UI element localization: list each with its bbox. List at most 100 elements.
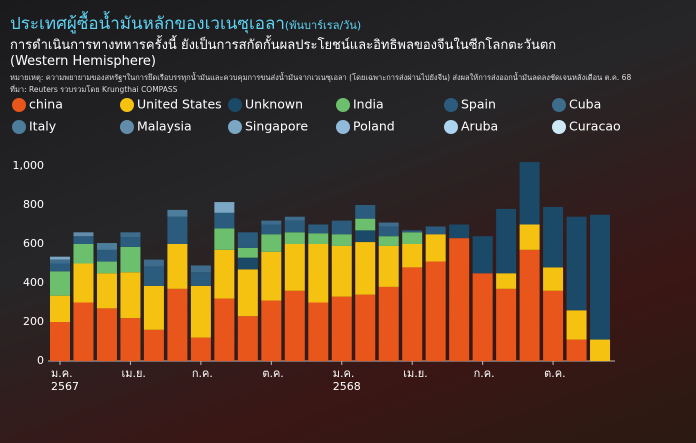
legend-swatch	[12, 120, 26, 134]
bar-segment	[402, 267, 423, 361]
x-tick-label: เม.ย.	[121, 367, 146, 380]
bar-segment	[378, 236, 399, 246]
bar-segment	[214, 212, 235, 229]
x-tick-label: ต.ค.	[262, 367, 284, 380]
bar-segment	[214, 298, 235, 361]
y-tick-label: 800	[23, 198, 44, 211]
bar-segment	[378, 286, 399, 361]
x-tick-label: ม.ค. 2567	[51, 367, 79, 393]
bar-segment	[214, 202, 235, 213]
bar-segment	[50, 263, 70, 272]
bar-segment	[261, 300, 282, 361]
bar-segment	[50, 256, 70, 260]
chart-title: ประเทศผู้ซื้อน้ำมันหลักของเวเนซุเอลา	[10, 14, 285, 34]
x-tick-label: ก.ค.	[473, 367, 495, 380]
bar-segment	[496, 273, 517, 289]
bar-segment	[237, 257, 258, 270]
bar-segment	[96, 273, 117, 309]
bar-segment	[143, 329, 164, 361]
legend-swatch	[552, 120, 566, 134]
bar-segment	[261, 234, 282, 252]
y-tick-label: 0	[37, 354, 44, 367]
bar-segment	[496, 288, 517, 361]
bar-segment	[284, 216, 305, 221]
bar-segment	[355, 230, 376, 243]
legend-label: Poland	[353, 119, 395, 134]
bar-segment	[73, 232, 94, 237]
bar-segment	[143, 259, 164, 267]
legend-swatch	[444, 98, 458, 112]
legend-swatch	[552, 98, 566, 112]
bar-segment	[261, 224, 282, 235]
bar-segment	[96, 249, 117, 262]
note: หมายเหตุ: ความพยายามของสหรัฐฯในการยึดเรื…	[10, 73, 632, 82]
bar-segment	[425, 226, 446, 235]
bar-segment	[190, 272, 211, 286]
bar-segment	[120, 318, 141, 361]
legend-label: Spain	[461, 97, 496, 112]
bar-segment	[167, 216, 188, 244]
bar-segment	[237, 247, 258, 258]
bar-segment	[566, 339, 587, 361]
bar-segment	[120, 237, 141, 247]
bar-segment	[214, 228, 235, 250]
bar-segment	[167, 244, 188, 289]
bar-segment	[96, 261, 117, 274]
bar-segment	[190, 285, 211, 338]
bar-segment	[355, 218, 376, 231]
bar-segment	[50, 271, 70, 296]
legend-label: Cuba	[569, 97, 601, 112]
bar-segment	[331, 296, 352, 361]
bar-segment	[519, 162, 540, 225]
bar-segment	[50, 322, 70, 361]
bar-segment	[73, 263, 94, 303]
y-tick-label: 1,000	[13, 159, 45, 172]
legend-swatch	[336, 120, 350, 134]
bar-segment	[143, 285, 164, 330]
legend-label: Aruba	[461, 119, 498, 134]
bar-segment	[167, 288, 188, 361]
bar-segment	[261, 251, 282, 301]
legend-label: Italy	[29, 119, 57, 134]
unit: (พันบาร์เรล/วัน)	[284, 19, 362, 32]
bar-segment	[566, 216, 587, 311]
y-tick-label: 200	[23, 315, 44, 328]
bar-segment	[566, 310, 587, 340]
bar-segment	[543, 290, 564, 361]
bar-segment	[261, 220, 282, 225]
legend-label: India	[353, 97, 384, 112]
legend-label: Singapore	[245, 119, 308, 134]
bar-segment	[472, 236, 493, 274]
legend-label: Curacao	[569, 119, 621, 134]
bar-segment	[120, 232, 141, 238]
legend-swatch	[12, 98, 26, 112]
bar-segment	[378, 245, 399, 287]
legend-swatch	[444, 120, 458, 134]
bar-segment	[167, 209, 188, 217]
legend-label: Malaysia	[137, 119, 192, 134]
bar-segment	[378, 222, 399, 227]
bar-segment	[50, 295, 70, 322]
bar-segment	[355, 294, 376, 361]
y-tick-label: 600	[23, 237, 44, 250]
bar-segment	[543, 206, 564, 268]
legend-swatch	[120, 98, 134, 112]
bar-segment	[402, 244, 423, 268]
bar-segment	[50, 259, 70, 264]
bar-segment	[425, 261, 446, 361]
bar-segment	[284, 244, 305, 291]
bar-segment	[519, 224, 540, 250]
bar-segment	[284, 290, 305, 361]
bar-segment	[449, 238, 470, 361]
bar-segment	[331, 234, 352, 246]
bar-segment	[237, 232, 258, 248]
bar-segment	[425, 234, 446, 262]
bar-segment	[237, 316, 258, 361]
bar-segment	[378, 226, 399, 237]
bar-segment	[355, 205, 376, 219]
bar-segment	[331, 245, 352, 297]
bar-segment	[120, 272, 141, 319]
bar-segment	[96, 308, 117, 361]
bar-segment	[284, 220, 305, 233]
